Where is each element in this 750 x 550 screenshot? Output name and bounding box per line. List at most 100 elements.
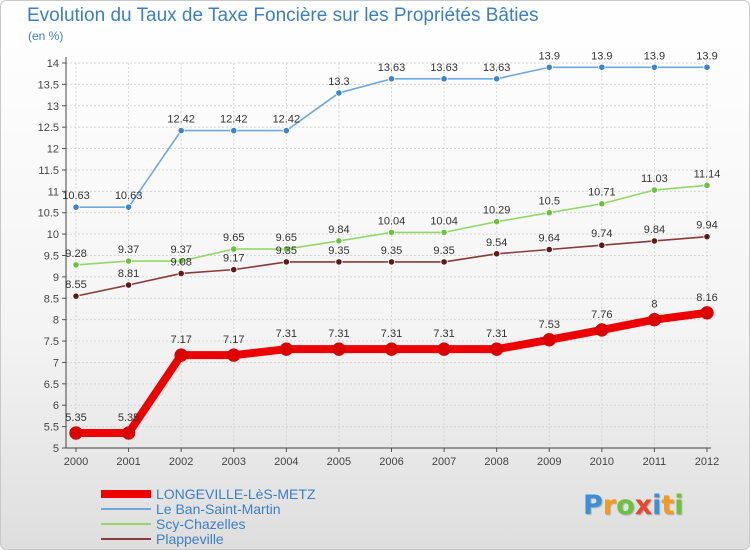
y-tick-label: 12.5: [38, 122, 59, 134]
data-label: 10.63: [115, 190, 143, 202]
data-point: [545, 63, 553, 71]
data-point: [387, 228, 396, 236]
chart-title: Evolution du Taux de Taxe Foncière sur l…: [27, 5, 539, 26]
legend-swatch: [101, 522, 151, 525]
data-label: 9.17: [223, 253, 244, 265]
data-point: [121, 426, 136, 440]
y-tick-label: 5: [53, 443, 59, 455]
data-point: [700, 306, 714, 320]
data-label: 9.65: [223, 232, 244, 244]
data-point: [595, 323, 609, 337]
data-label: 9.37: [170, 244, 191, 256]
y-tick-label: 12: [47, 144, 59, 156]
y-tick-label: 14: [47, 58, 59, 70]
data-point: [384, 342, 399, 356]
x-tick-label: 2011: [643, 456, 667, 468]
data-point: [650, 237, 659, 245]
data-point: [598, 63, 606, 71]
data-label: 9.28: [65, 248, 86, 260]
data-label: 5.35: [65, 412, 86, 424]
y-tick-label: 13.5: [38, 79, 59, 91]
data-label: 7.31: [433, 328, 454, 340]
y-tick-label: 13: [47, 101, 59, 113]
data-point: [598, 241, 606, 249]
data-point: [282, 245, 290, 253]
data-point: [227, 348, 241, 362]
logo-letter: i: [674, 490, 684, 521]
data-label: 9.64: [539, 233, 560, 245]
legend-label: Plappeville: [156, 530, 224, 547]
x-tick-label: 2009: [537, 456, 561, 468]
data-point: [545, 209, 553, 217]
data-label: 7.31: [276, 328, 297, 340]
x-tick-label: 2012: [695, 456, 719, 468]
legend-item: Plappeville: [101, 530, 316, 547]
data-label: 11.03: [641, 173, 668, 185]
data-label: 7.31: [328, 328, 349, 340]
data-label: 7.76: [591, 309, 612, 321]
data-point: [230, 245, 238, 253]
data-point: [177, 257, 185, 265]
data-label: 9.08: [170, 256, 191, 268]
data-label: 10.71: [588, 187, 616, 199]
data-label: 12.42: [167, 114, 195, 126]
line-chart: 5 5.5 6 6.5 7 7.5 8 8.5 9 9.5 10 10.5 11 11.5 12 12.5 13…: [38, 50, 721, 468]
y-tick-label: 7.5: [44, 336, 59, 348]
data-label: 13.63: [430, 62, 458, 74]
x-tick-label: 2005: [327, 456, 351, 468]
data-point: [72, 203, 80, 211]
data-label: 10.04: [430, 215, 458, 227]
data-label: 8: [651, 299, 657, 311]
data-label: 7.31: [381, 328, 402, 340]
data-label: 12.42: [220, 114, 248, 126]
data-label: 8.55: [65, 279, 86, 291]
data-label: 9.94: [696, 220, 717, 232]
x-tick-label: 2004: [274, 456, 298, 468]
data-point: [230, 266, 238, 274]
data-point: [174, 348, 188, 362]
data-label: 9.54: [486, 237, 507, 249]
y-tick-label: 8: [53, 315, 59, 327]
y-tick-label: 9: [53, 272, 59, 284]
data-label: 13.63: [378, 62, 406, 74]
data-label: 9.35: [328, 245, 349, 257]
data-label: 9.37: [118, 244, 139, 256]
data-point: [703, 63, 711, 71]
data-point: [72, 261, 80, 269]
data-point: [387, 258, 396, 266]
logo-letter: x: [634, 490, 653, 521]
data-point: [650, 186, 659, 194]
legend-item: LONGEVILLE-LèS-METZ: [101, 486, 316, 502]
data-label: 7.17: [223, 334, 244, 346]
data-label: 13.63: [483, 62, 511, 74]
x-tick-label: 2001: [116, 456, 140, 468]
data-point: [703, 181, 711, 189]
data-point: [545, 245, 553, 254]
data-point: [335, 237, 343, 245]
data-point: [230, 126, 238, 135]
data-label: 9.35: [381, 245, 402, 257]
data-label: 13.9: [539, 50, 560, 62]
legend-swatch: [101, 537, 151, 540]
y-tick-label: 11: [48, 186, 59, 198]
data-label: 9.35: [433, 245, 454, 257]
data-point: [493, 75, 501, 83]
data-label: 10.63: [62, 190, 90, 202]
x-tick-label: 2006: [379, 456, 403, 468]
data-label: 7.53: [539, 319, 560, 331]
data-point: [335, 258, 343, 266]
data-label: 9.74: [591, 228, 612, 240]
y-tick-label: 11.5: [38, 165, 59, 177]
y-tick-label: 10.5: [38, 208, 59, 220]
data-label: 9.65: [276, 232, 297, 244]
data-label: 10.5: [539, 196, 560, 208]
y-tick-label: 5.5: [44, 422, 59, 434]
data-label: 10.04: [378, 215, 406, 227]
x-tick-label: 2007: [432, 456, 456, 468]
data-point: [332, 342, 346, 356]
y-tick-label: 6.5: [44, 379, 59, 391]
legend-label: Le Ban-Saint-Martin: [156, 500, 281, 517]
legend-swatch: [101, 489, 151, 498]
data-label: 9.84: [328, 224, 349, 236]
